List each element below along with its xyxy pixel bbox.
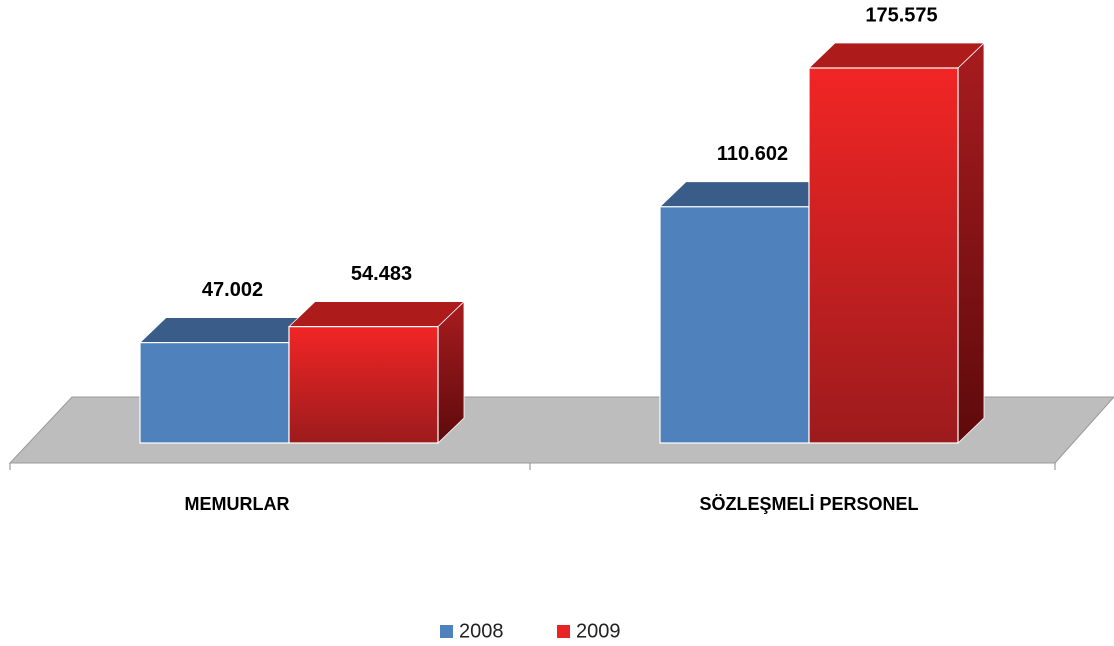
value-label: 175.575	[865, 4, 937, 26]
bar	[808, 67, 959, 444]
bar-side	[957, 42, 985, 444]
bar	[288, 326, 439, 444]
legend-label: 2008	[459, 620, 504, 642]
legend-swatch	[440, 625, 453, 638]
value-label: 54.483	[351, 263, 412, 285]
bar-top	[288, 301, 465, 328]
x-tick-label: MEMURLAR	[185, 494, 290, 514]
legend-label: 2009	[576, 620, 621, 642]
bar-top	[808, 42, 985, 69]
legend-swatch	[557, 625, 570, 638]
x-tick-label: SÖZLEŞMELİ PERSONEL	[699, 494, 918, 514]
bar	[659, 206, 810, 444]
bar	[139, 342, 290, 444]
value-label: 47.002	[202, 279, 263, 301]
value-label: 110.602	[717, 143, 788, 165]
